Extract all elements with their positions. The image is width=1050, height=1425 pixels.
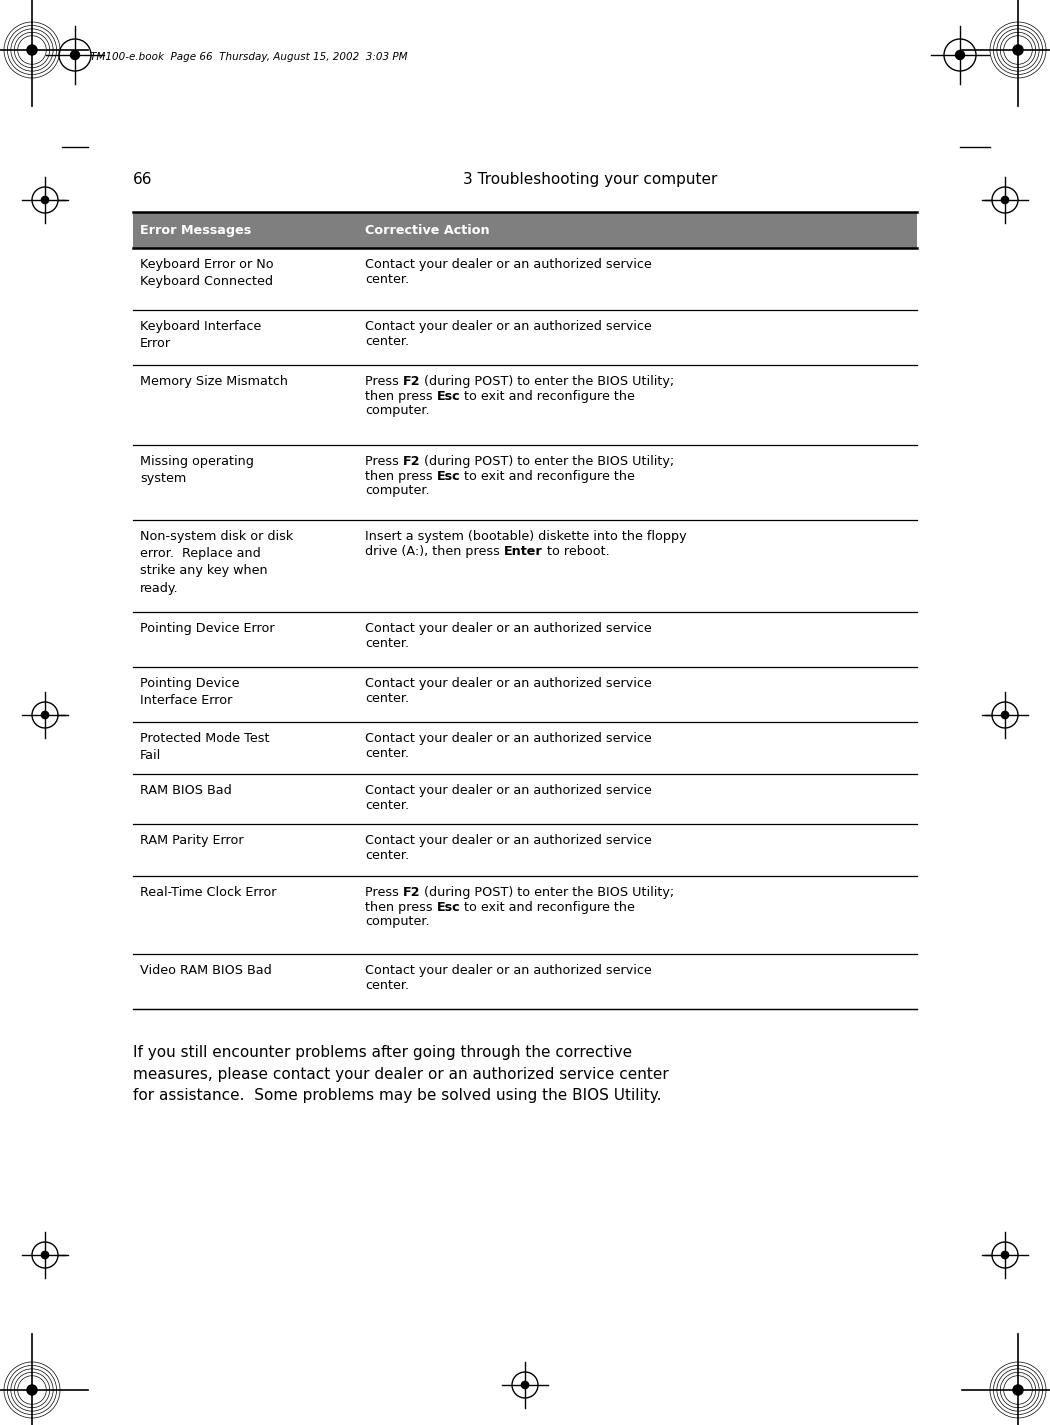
Text: center.: center. [365, 272, 410, 285]
Text: then press: then press [365, 901, 437, 913]
Text: Insert a system (bootable) diskette into the floppy: Insert a system (bootable) diskette into… [365, 530, 687, 543]
Circle shape [1006, 37, 1031, 63]
Text: Contact your dealer or an authorized service: Contact your dealer or an authorized ser… [365, 784, 652, 797]
Text: Contact your dealer or an authorized service: Contact your dealer or an authorized ser… [365, 321, 652, 333]
Text: TM100-e.book  Page 66  Thursday, August 15, 2002  3:03 PM: TM100-e.book Page 66 Thursday, August 15… [90, 51, 407, 63]
Circle shape [1002, 197, 1009, 204]
Text: Corrective Action: Corrective Action [365, 224, 489, 237]
Text: Keyboard Error or No
Keyboard Connected: Keyboard Error or No Keyboard Connected [140, 258, 274, 288]
Text: Contact your dealer or an authorized service: Contact your dealer or an authorized ser… [365, 963, 652, 978]
Text: then press: then press [365, 389, 437, 402]
Circle shape [41, 1251, 48, 1258]
Text: to exit and reconfigure the: to exit and reconfigure the [460, 469, 635, 483]
Text: computer.: computer. [365, 915, 429, 928]
Text: Esc: Esc [437, 389, 460, 402]
Text: Video RAM BIOS Bad: Video RAM BIOS Bad [140, 963, 272, 978]
Circle shape [70, 50, 80, 60]
Circle shape [1013, 46, 1023, 56]
Circle shape [1002, 1251, 1009, 1258]
Text: Memory Size Mismatch: Memory Size Mismatch [140, 375, 288, 388]
Circle shape [956, 50, 965, 60]
Text: center.: center. [365, 848, 410, 862]
Text: 66: 66 [133, 172, 152, 187]
Text: F2: F2 [403, 455, 420, 467]
Circle shape [1013, 1385, 1023, 1395]
Circle shape [1010, 43, 1026, 57]
Circle shape [522, 1381, 528, 1388]
Text: center.: center. [365, 335, 410, 348]
Text: Contact your dealer or an authorized service: Contact your dealer or an authorized ser… [365, 732, 652, 745]
Text: If you still encounter problems after going through the corrective
measures, ple: If you still encounter problems after go… [133, 1045, 669, 1103]
Circle shape [1014, 46, 1022, 54]
Text: F2: F2 [403, 375, 420, 388]
Text: Esc: Esc [437, 901, 460, 913]
Text: Keyboard Interface
Error: Keyboard Interface Error [140, 321, 261, 351]
Text: Enter: Enter [504, 544, 543, 557]
Text: to reboot.: to reboot. [543, 544, 609, 557]
Text: Protected Mode Test
Fail: Protected Mode Test Fail [140, 732, 270, 762]
Text: center.: center. [365, 747, 410, 760]
Circle shape [24, 1382, 40, 1398]
Circle shape [41, 197, 48, 204]
Circle shape [19, 37, 44, 63]
Text: Pointing Device
Interface Error: Pointing Device Interface Error [140, 677, 239, 707]
Text: center.: center. [365, 979, 410, 992]
Text: Press: Press [365, 375, 403, 388]
Text: center.: center. [365, 798, 410, 811]
Circle shape [28, 46, 36, 54]
Text: Contact your dealer or an authorized service: Contact your dealer or an authorized ser… [365, 834, 652, 846]
Text: RAM BIOS Bad: RAM BIOS Bad [140, 784, 232, 797]
Text: Contact your dealer or an authorized service: Contact your dealer or an authorized ser… [365, 621, 652, 636]
Text: computer.: computer. [365, 405, 429, 418]
Text: Real-Time Clock Error: Real-Time Clock Error [140, 886, 276, 899]
Text: Press: Press [365, 886, 403, 899]
Text: Non-system disk or disk
error.  Replace and
strike any key when
ready.: Non-system disk or disk error. Replace a… [140, 530, 293, 594]
Circle shape [1014, 1387, 1022, 1394]
Text: Pointing Device Error: Pointing Device Error [140, 621, 275, 636]
Circle shape [19, 1378, 44, 1402]
Text: Press: Press [365, 455, 403, 467]
Text: RAM Parity Error: RAM Parity Error [140, 834, 244, 846]
Text: (during POST) to enter the BIOS Utility;: (during POST) to enter the BIOS Utility; [420, 455, 675, 467]
Text: Contact your dealer or an authorized service: Contact your dealer or an authorized ser… [365, 258, 652, 271]
Circle shape [24, 43, 40, 57]
Circle shape [41, 711, 48, 718]
Circle shape [27, 46, 37, 56]
Text: center.: center. [365, 637, 410, 650]
Text: Esc: Esc [437, 469, 460, 483]
Text: computer.: computer. [365, 485, 429, 497]
Text: to exit and reconfigure the: to exit and reconfigure the [460, 389, 635, 402]
Circle shape [1010, 1382, 1026, 1398]
Text: F2: F2 [403, 886, 420, 899]
Text: Error Messages: Error Messages [140, 224, 251, 237]
Text: 3 Troubleshooting your computer: 3 Troubleshooting your computer [463, 172, 717, 187]
Text: Contact your dealer or an authorized service: Contact your dealer or an authorized ser… [365, 677, 652, 690]
Circle shape [1006, 1378, 1031, 1402]
Circle shape [1002, 711, 1009, 718]
Text: drive (A:), then press: drive (A:), then press [365, 544, 504, 557]
Circle shape [27, 1385, 37, 1395]
Circle shape [28, 1387, 36, 1394]
Text: (during POST) to enter the BIOS Utility;: (during POST) to enter the BIOS Utility; [420, 886, 675, 899]
Text: then press: then press [365, 469, 437, 483]
Text: Missing operating
system: Missing operating system [140, 455, 254, 484]
Text: to exit and reconfigure the: to exit and reconfigure the [460, 901, 635, 913]
Text: center.: center. [365, 691, 410, 704]
Text: (during POST) to enter the BIOS Utility;: (during POST) to enter the BIOS Utility; [420, 375, 675, 388]
Bar [133, 212, 917, 248]
